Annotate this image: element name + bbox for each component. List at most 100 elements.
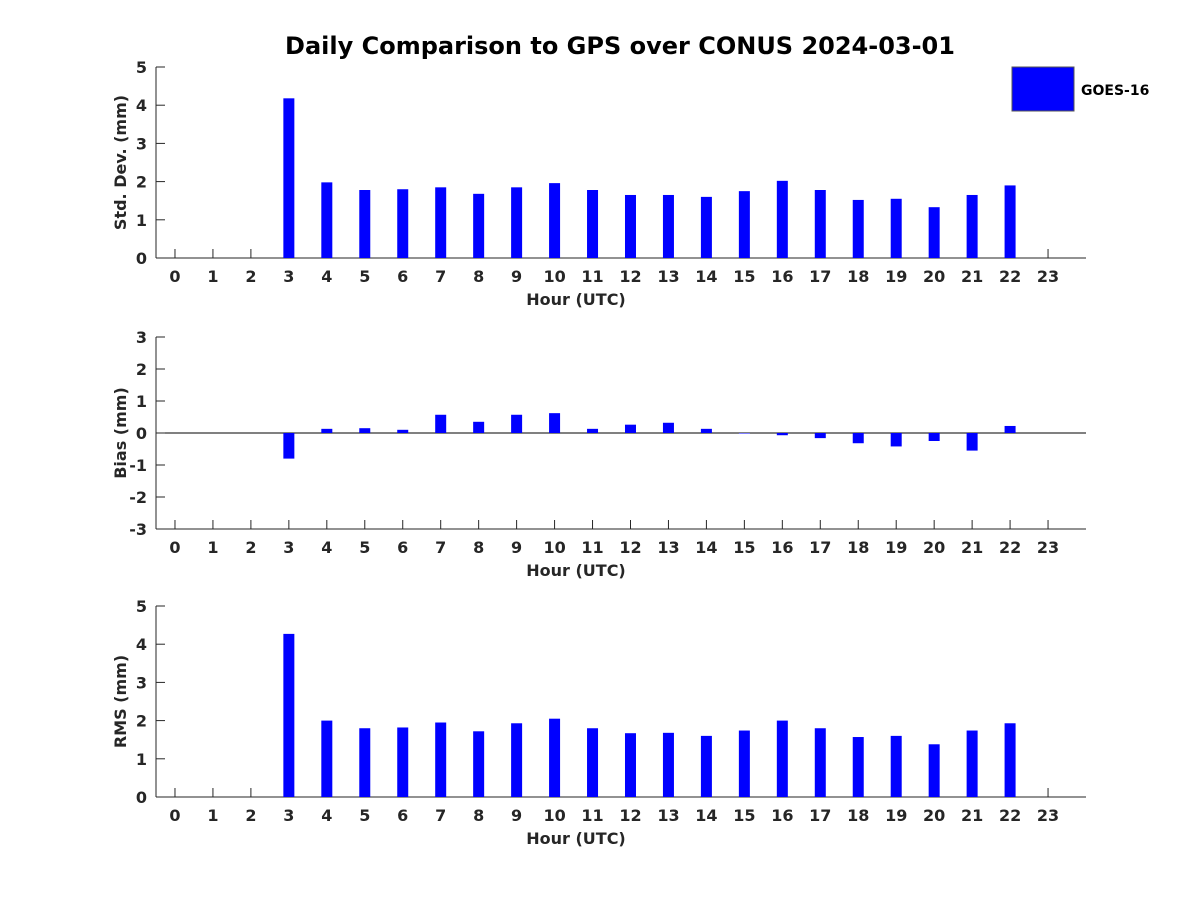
rms-xtick-label: 4 (321, 806, 332, 825)
rms-xtick-label: 9 (511, 806, 522, 825)
bias-bar (435, 414, 447, 433)
rms-ytick-label: 3 (136, 673, 147, 692)
bias-xtick-label: 7 (435, 538, 446, 557)
bias-bar (473, 421, 485, 433)
std-xtick-label: 20 (923, 267, 945, 286)
rms-bar (283, 633, 295, 797)
std-bar (624, 194, 636, 258)
bias-xtick-label: 6 (397, 538, 408, 557)
rms-xtick-label: 11 (581, 806, 603, 825)
std-bar (662, 194, 674, 258)
std-x-label: Hour (UTC) (526, 290, 626, 309)
bias-xtick-label: 20 (923, 538, 945, 557)
rms-xtick-label: 23 (1037, 806, 1059, 825)
bias-bar (283, 433, 295, 459)
rms-ytick-label: 1 (136, 750, 147, 769)
bias-xtick-label: 19 (885, 538, 907, 557)
std-xtick-label: 11 (581, 267, 603, 286)
legend-swatch (1011, 66, 1075, 112)
rms-xtick-label: 1 (207, 806, 218, 825)
std-bar (587, 190, 599, 258)
rms-bar (700, 735, 712, 797)
std-xtick-label: 19 (885, 267, 907, 286)
rms-xtick-label: 13 (657, 806, 679, 825)
rms-xtick-label: 3 (283, 806, 294, 825)
std-xtick-label: 14 (695, 267, 717, 286)
std-xtick-label: 17 (809, 267, 831, 286)
bias-xtick-label: 18 (847, 538, 869, 557)
bias-bar (700, 428, 712, 433)
rms-xtick-label: 19 (885, 806, 907, 825)
bias-ytick-label: 1 (136, 392, 147, 411)
bias-xtick-label: 12 (619, 538, 641, 557)
rms-bar (587, 728, 599, 797)
rms-ytick-label: 2 (136, 712, 147, 731)
bias-bar (359, 428, 371, 433)
legend: GOES-16 (1011, 66, 1149, 112)
std-bar (511, 187, 523, 258)
bias-xtick-label: 21 (961, 538, 983, 557)
std-bar (966, 194, 978, 258)
std-bar (700, 196, 712, 258)
std-bar (852, 199, 864, 258)
rms-xtick-label: 16 (771, 806, 793, 825)
rms-xtick-label: 10 (543, 806, 565, 825)
rms-bar (814, 728, 826, 797)
bias-xtick-label: 15 (733, 538, 755, 557)
rms-ytick-label: 5 (136, 597, 147, 616)
bias-xtick-label: 5 (359, 538, 370, 557)
std-xtick-label: 8 (473, 267, 484, 286)
rms-xtick-label: 6 (397, 806, 408, 825)
std-xtick-label: 6 (397, 267, 408, 286)
std-bar (359, 190, 371, 258)
bias-bar (511, 414, 523, 433)
std-xtick-label: 1 (207, 267, 218, 286)
rms-bar (511, 723, 523, 797)
bias-bar (738, 433, 750, 434)
std-xtick-label: 2 (245, 267, 256, 286)
rms-y-label: RMS (mm) (111, 655, 130, 748)
rms-xtick-label: 18 (847, 806, 869, 825)
std-xtick-label: 13 (657, 267, 679, 286)
bias-ytick-label: -1 (129, 456, 147, 475)
bias-bar (587, 428, 599, 433)
std-xtick-label: 22 (999, 267, 1021, 286)
bias-xtick-label: 4 (321, 538, 332, 557)
std-bar (473, 193, 485, 258)
bias-xtick-label: 13 (657, 538, 679, 557)
std-xtick-label: 9 (511, 267, 522, 286)
bias-ytick-label: 2 (136, 360, 147, 379)
bias-xtick-label: 3 (283, 538, 294, 557)
rms-ytick-label: 4 (136, 635, 147, 654)
rms-bar (549, 718, 561, 797)
rms-bar (890, 735, 902, 797)
rms-ytick-label: 0 (136, 788, 147, 807)
std-xtick-label: 18 (847, 267, 869, 286)
bias-bar (624, 424, 636, 433)
std-bar (738, 191, 750, 258)
rms-xtick-label: 14 (695, 806, 717, 825)
std-xtick-label: 10 (543, 267, 565, 286)
bias-bar (928, 433, 940, 441)
rms-xtick-label: 21 (961, 806, 983, 825)
rms-bar (662, 732, 674, 797)
bias-xtick-label: 1 (207, 538, 218, 557)
rms-xtick-label: 20 (923, 806, 945, 825)
bias-xtick-label: 23 (1037, 538, 1059, 557)
rms-bar (852, 737, 864, 797)
std-xtick-label: 4 (321, 267, 332, 286)
rms-bar (397, 727, 409, 797)
bias-xtick-label: 14 (695, 538, 717, 557)
std-ytick-label: 5 (136, 58, 147, 77)
std-bar (814, 190, 826, 258)
rms-bar (776, 720, 788, 797)
std-bar (776, 180, 788, 258)
std-bar (1004, 185, 1016, 258)
bias-xtick-label: 8 (473, 538, 484, 557)
rms-xtick-label: 22 (999, 806, 1021, 825)
bias-bar (890, 433, 902, 447)
std-xtick-label: 21 (961, 267, 983, 286)
bias-xtick-label: 0 (169, 538, 180, 557)
